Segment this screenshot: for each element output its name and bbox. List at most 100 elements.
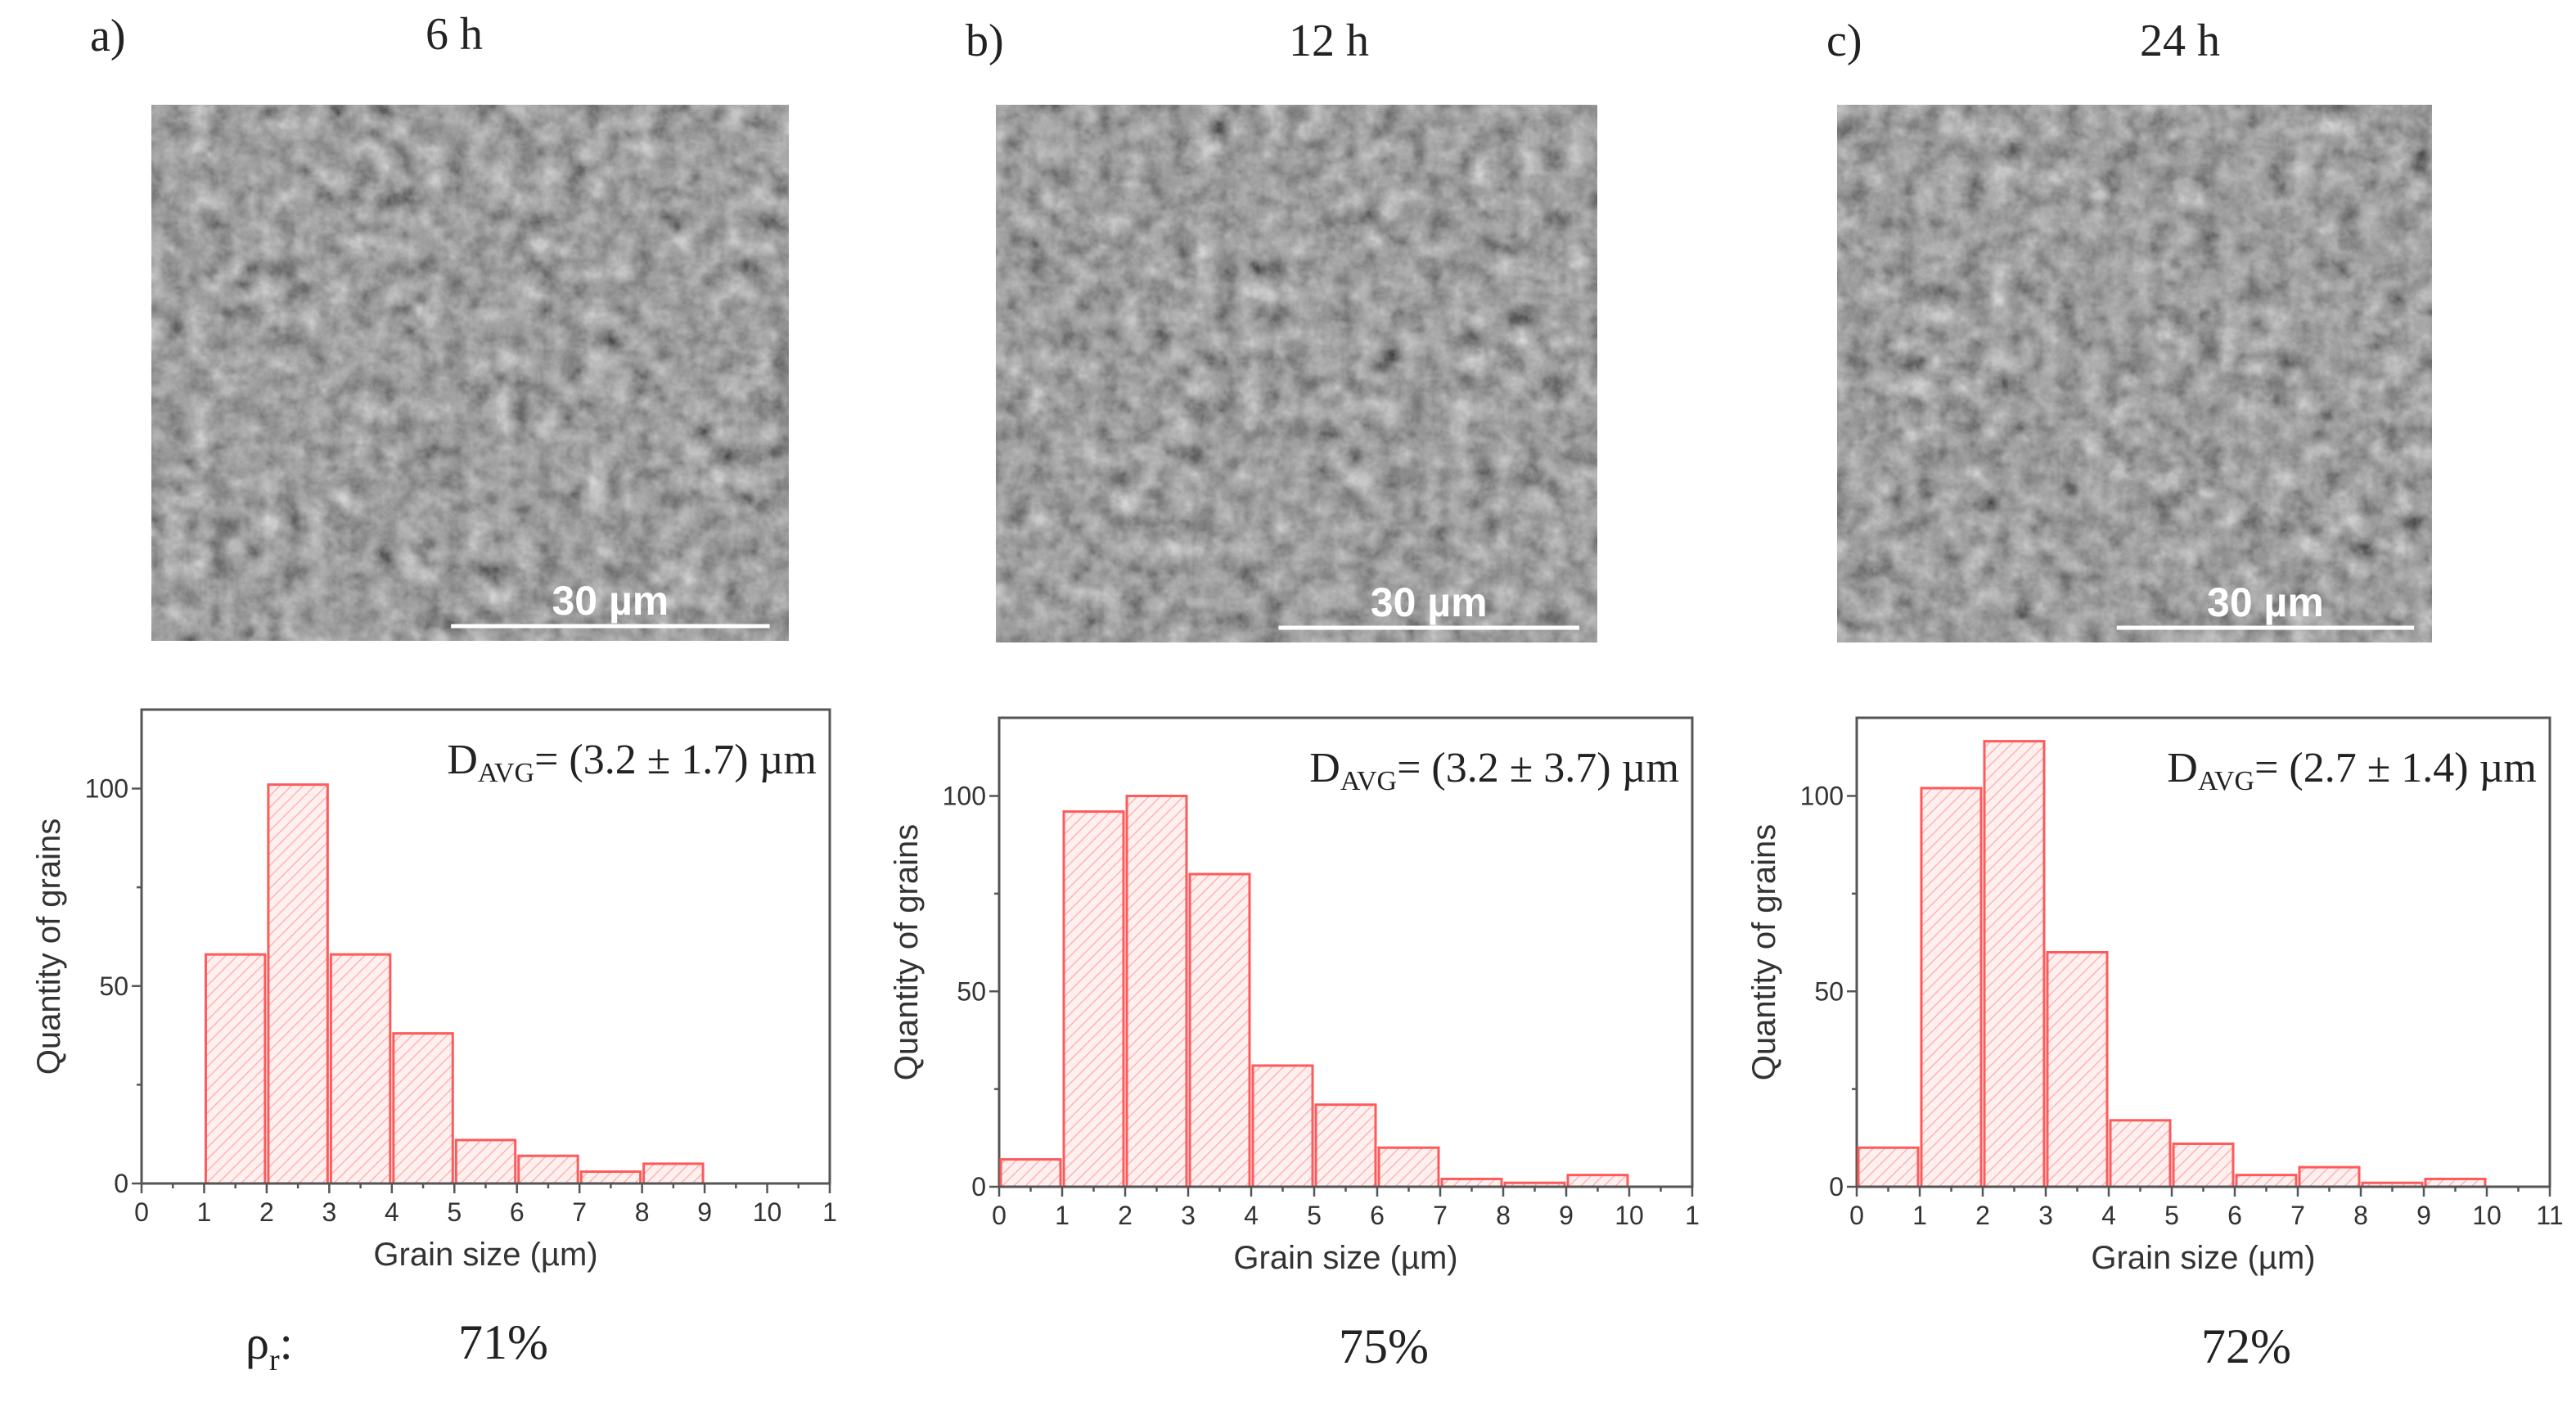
bar (642, 1162, 705, 1185)
x-axis-label: Grain size (µm) (373, 1237, 597, 1273)
x-tick-label: 6 (2227, 1201, 2242, 1230)
x-tick-label: 10 (2472, 1201, 2502, 1230)
sem-micrograph: 30 µm (151, 105, 789, 641)
sem-texture (151, 105, 789, 641)
x-tick-label: 1 (822, 1197, 837, 1227)
bar (1566, 1174, 1629, 1188)
bar (1983, 740, 2046, 1188)
bar (1314, 1103, 1377, 1188)
x-tick-label: 7 (2290, 1201, 2305, 1230)
y-tick-label: 0 (114, 1169, 128, 1198)
scale-bar-label: 30 µm (552, 578, 669, 624)
bar (454, 1138, 517, 1185)
average-size-annotation: DAVG= (3.2 ± 3.7) µm (1309, 745, 1679, 796)
y-tick-label: 0 (1829, 1172, 1844, 1201)
x-tick-label: 9 (697, 1197, 712, 1227)
annotation-subscript: AVG (478, 758, 534, 788)
density-label: ρr: (245, 1316, 293, 1377)
x-tick-label: 5 (2164, 1201, 2179, 1230)
bar (2298, 1165, 2361, 1188)
panel-label: c) (1826, 16, 1862, 66)
x-tick-label: 9 (1559, 1201, 1574, 1230)
annotation-value: = (3.2 ± 3.7) µm (1397, 745, 1679, 791)
bar (1857, 1146, 1920, 1188)
sem-texture (1837, 105, 2432, 642)
bar (1251, 1064, 1314, 1188)
histogram: 0 1 2 3 4 5 6 7 8 9 10 11 0 50 100 Grain size (µm) Quant… (1746, 716, 2564, 1276)
x-tick-label: 5 (447, 1197, 462, 1227)
time-label: 6 h (426, 9, 483, 60)
x-tick-label: 8 (635, 1197, 650, 1227)
x-tick-label: 0 (134, 1197, 149, 1227)
bar (329, 953, 392, 1185)
average-size-annotation: DAVG= (3.2 ± 1.7) µm (447, 737, 817, 788)
x-tick-label: 1 (1685, 1201, 1700, 1230)
panel-label: a) (90, 11, 126, 61)
x-axis-label: Grain size (µm) (1233, 1240, 1457, 1276)
x-tick-label: 2 (259, 1197, 274, 1227)
y-axis-label: Quantity of grains (889, 824, 925, 1081)
time-label: 24 h (2140, 16, 2220, 66)
y-axis-label: Quantity of grains (31, 818, 67, 1075)
annotation-value: = (3.2 ± 1.7) µm (534, 737, 817, 783)
y-tick-label: 50 (957, 976, 986, 1006)
relative-density-value: 72% (2201, 1319, 2291, 1373)
bar (2046, 951, 2109, 1188)
x-tick-label: 10 (1615, 1201, 1644, 1230)
x-tick-label: 0 (1849, 1201, 1864, 1230)
x-tick-label: 4 (2101, 1201, 2116, 1230)
panel-label: b) (966, 16, 1004, 66)
x-tick-label: 4 (1244, 1201, 1259, 1230)
density-symbol: ρ (245, 1316, 269, 1369)
bar (1377, 1146, 1440, 1188)
x-tick-label: 1 (1912, 1201, 1927, 1230)
x-tick-label: 6 (510, 1197, 525, 1227)
bar (2172, 1142, 2235, 1188)
average-size-annotation: DAVG= (2.7 ± 1.4) µm (2167, 745, 2537, 796)
x-tick-label: 8 (2353, 1201, 2368, 1230)
panel-c: c) 24 h 30 µm 0 1 2 3 4 5 6 7 8 9 10 11 0 50 100 Grain siz… (1746, 16, 2564, 1373)
y-tick-label: 50 (99, 971, 128, 1001)
bar (999, 1158, 1062, 1188)
y-tick-label: 100 (85, 774, 128, 804)
x-tick-label: 2 (1975, 1201, 1990, 1230)
x-tick-label: 7 (572, 1197, 587, 1227)
bar (1920, 787, 1983, 1188)
annotation-main: D (2167, 745, 2198, 791)
sem-micrograph: 30 µm (996, 105, 1597, 642)
bar (204, 953, 267, 1185)
x-tick-label: 2 (1118, 1201, 1133, 1230)
x-tick-label: 3 (2038, 1201, 2053, 1230)
annotation-value: = (2.7 ± 1.4) µm (2254, 745, 2537, 791)
x-tick-label: 6 (1370, 1201, 1385, 1230)
bar (1125, 795, 1188, 1188)
density-subscript: r (269, 1343, 280, 1377)
x-tick-label: 0 (992, 1201, 1007, 1230)
bar (2235, 1174, 2298, 1188)
x-tick-label: 10 (753, 1197, 782, 1227)
x-tick-label: 8 (1496, 1201, 1511, 1230)
x-tick-label: 3 (322, 1197, 336, 1227)
bar (392, 1032, 454, 1185)
sem-micrograph: 30 µm (1837, 105, 2432, 642)
scale-bar-label: 30 µm (1371, 579, 1488, 625)
bar (267, 783, 329, 1185)
x-tick-label: 1 (1055, 1201, 1070, 1230)
annotation-subscript: AVG (1340, 766, 1397, 796)
y-tick-label: 0 (971, 1172, 986, 1201)
y-axis-label: Quantity of grains (1746, 824, 1782, 1081)
scale-bar-label: 30 µm (2207, 579, 2324, 625)
annotation-main: D (1309, 745, 1340, 791)
relative-density-value: 71% (458, 1315, 548, 1369)
bar (579, 1170, 642, 1185)
sem-texture (996, 105, 1597, 642)
bar (1188, 872, 1251, 1188)
relative-density-value: 75% (1339, 1319, 1429, 1373)
y-tick-label: 100 (1800, 782, 1844, 811)
x-axis-label: Grain size (µm) (2091, 1240, 2315, 1276)
x-tick-label: 11 (2536, 1201, 2563, 1230)
